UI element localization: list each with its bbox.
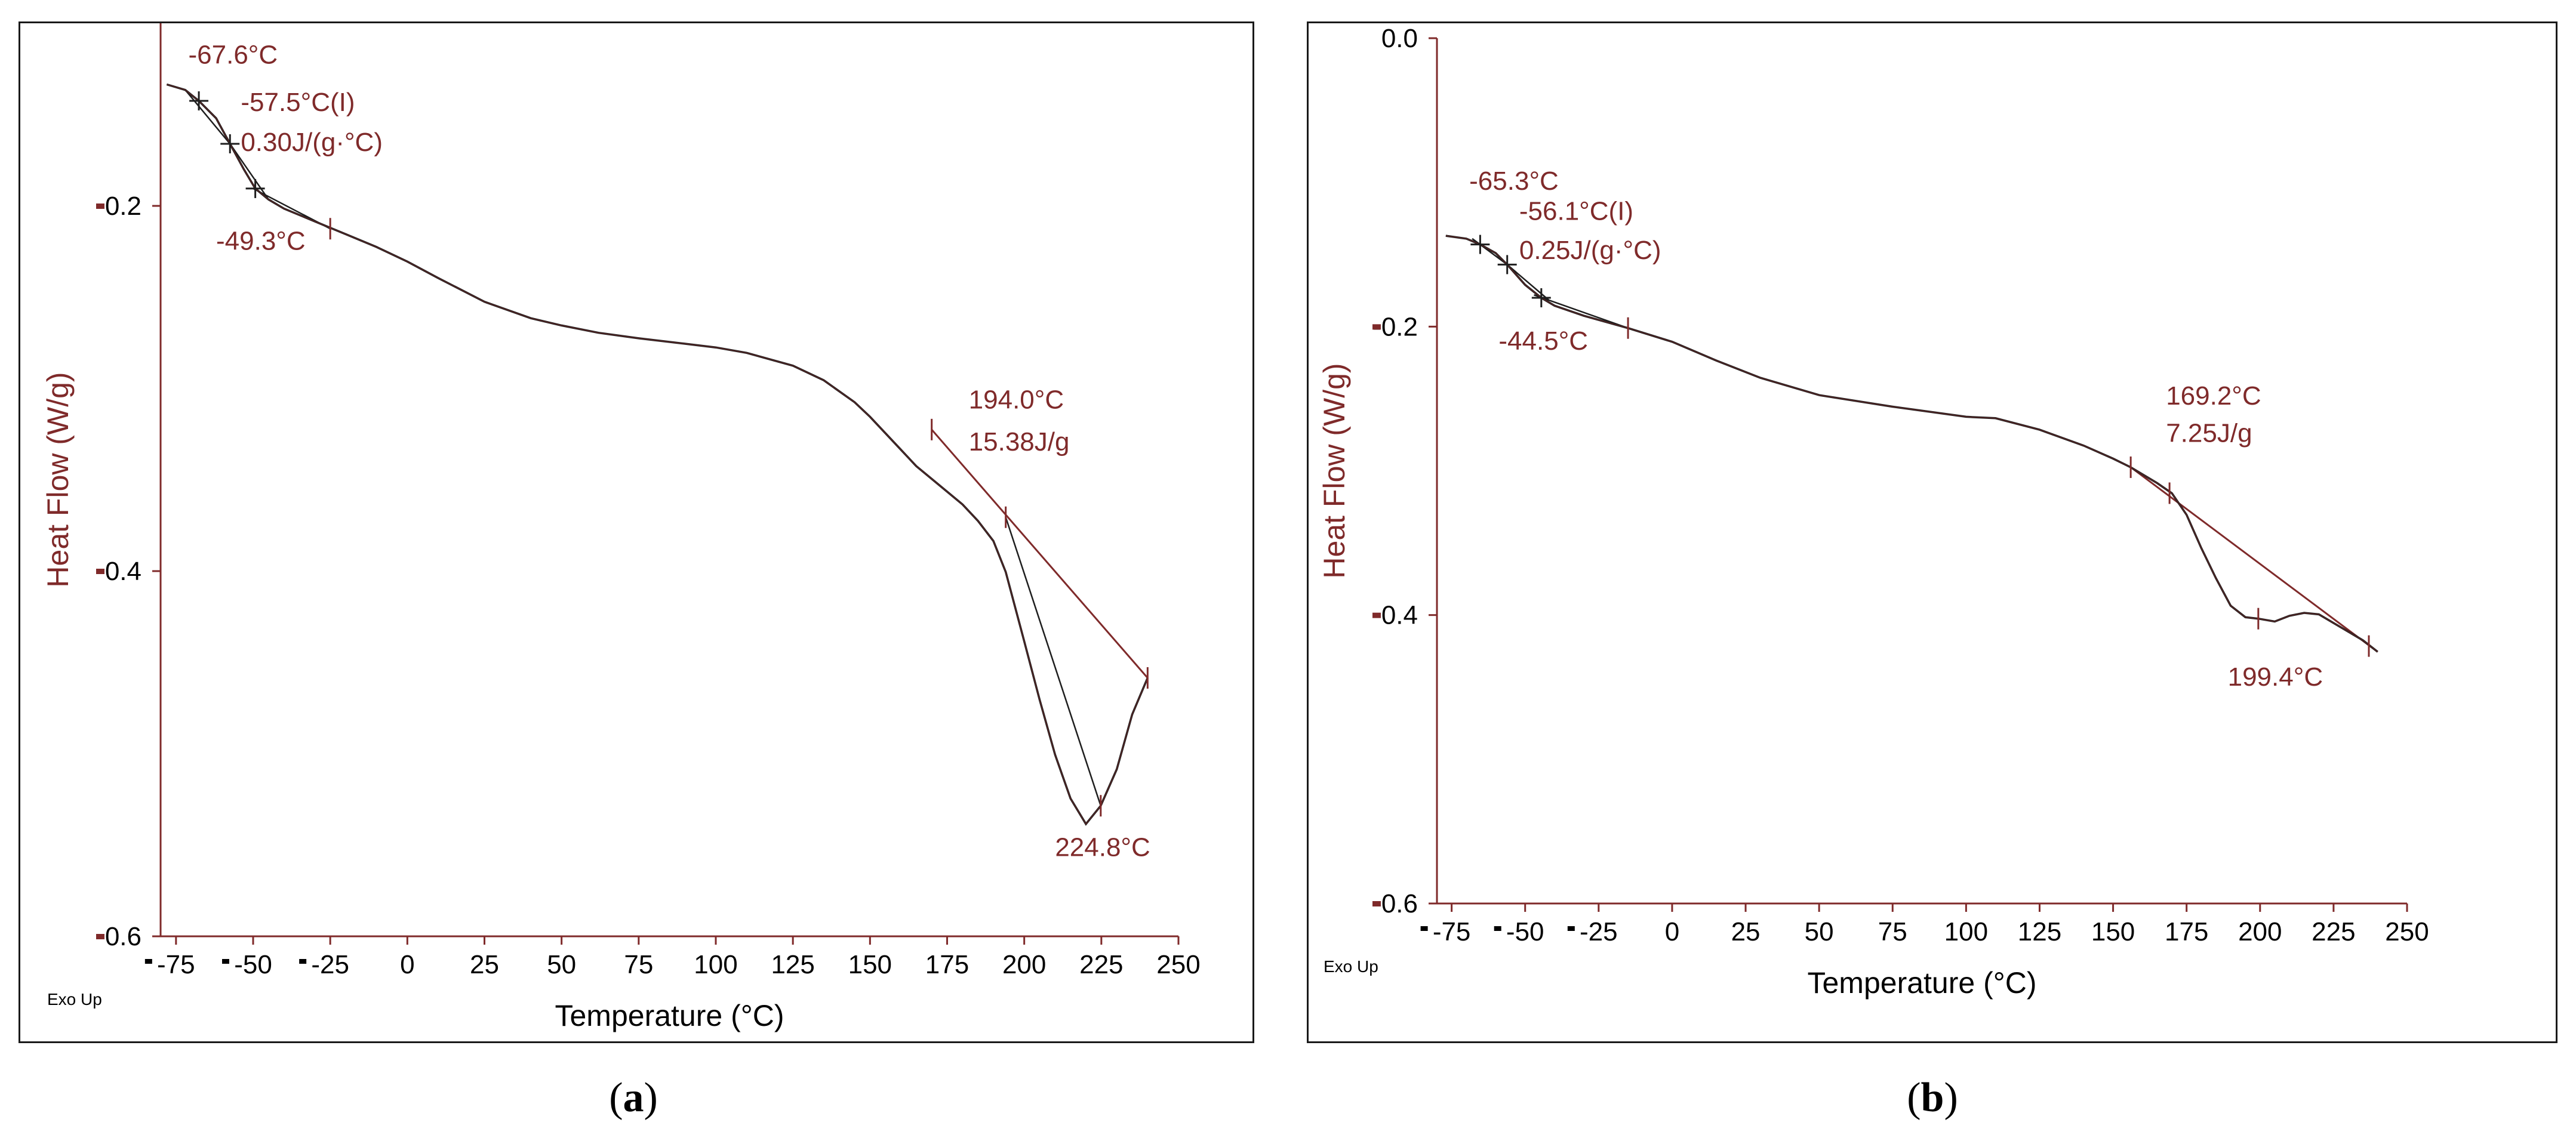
- annotation-label: -44.5°C: [1498, 326, 1588, 356]
- x-tick-label: 200: [1002, 950, 1046, 979]
- x-tick-label: 125: [771, 950, 814, 979]
- x-tick-dash-mark: [299, 959, 307, 964]
- x-tick-label: 200: [2238, 917, 2282, 946]
- annotation-label: -56.1°C(I): [1519, 197, 1633, 226]
- x-axis-title: Temperature (°C): [1808, 966, 2037, 1000]
- x-tick-dash-mark: [1420, 926, 1428, 931]
- x-tick-dash-mark: [222, 959, 229, 964]
- x-tick-label: 250: [1156, 950, 1200, 979]
- x-tick-label: -25: [311, 950, 349, 979]
- x-tick-label: 150: [2091, 917, 2135, 946]
- x-tick-label: -25: [1580, 917, 1618, 946]
- x-tick-dash-mark: [1494, 926, 1501, 931]
- tangent-line: [1005, 517, 1101, 806]
- annotation-label: 224.8°C: [1055, 832, 1150, 862]
- y-tick-dash-mark: [1372, 612, 1381, 618]
- x-tick-label: 75: [1878, 917, 1907, 946]
- y-tick-label: 0.0: [1381, 24, 1418, 53]
- x-tick-label: 125: [2018, 917, 2061, 946]
- annotation-label: 15.38J/g: [969, 427, 1070, 457]
- y-tick-dash-mark: [1372, 901, 1381, 906]
- y-tick-dash-mark: [1372, 324, 1381, 330]
- annotation-label: -57.5°C(I): [241, 88, 355, 117]
- x-tick-label: 75: [624, 950, 653, 979]
- x-tick-label: 25: [470, 950, 499, 979]
- panel-b-label: b: [1921, 1075, 1944, 1121]
- panel-b-frame: -75 -50 -25 0 25 50 75 100 125 150 175 200 225 250 0.0…: [1307, 21, 2557, 1043]
- x-tick-label: 0: [400, 950, 414, 979]
- annotation-label: 7.25J/g: [2166, 419, 2252, 448]
- x-tick-label: 50: [547, 950, 576, 979]
- x-tick-label: 225: [1079, 950, 1123, 979]
- x-tick-label: -50: [1506, 917, 1544, 946]
- x-tick-label: 25: [1731, 917, 1761, 946]
- x-tick-label: 225: [2312, 917, 2355, 946]
- x-tick-label: 100: [1944, 917, 1988, 946]
- tangent-line: [184, 89, 231, 144]
- x-tick-dash-mark: [1567, 926, 1575, 931]
- x-tick-label: 175: [2165, 917, 2208, 946]
- y-tick-dash-mark: [96, 203, 104, 209]
- y-axis-title: Heat Flow (W/g): [1318, 363, 1351, 578]
- annotation-label: 194.0°C: [969, 386, 1064, 415]
- x-tick-label: 150: [848, 950, 892, 979]
- x-tick-label: 50: [1805, 917, 1834, 946]
- panel-a-label: a: [623, 1075, 644, 1121]
- annotation-label: -67.6°C: [189, 40, 278, 69]
- exo-up-label: Exo Up: [1324, 957, 1378, 976]
- y-tick-dash-mark: [96, 934, 104, 939]
- tangent-line: [1506, 264, 1549, 301]
- x-tick-label: 250: [2385, 917, 2429, 946]
- panel-a-frame: -75 -50 -25 0 25 50 75 100 125 150 175 200 225 250 -0.…: [19, 21, 1254, 1043]
- y-axis-title: Heat Flow (W/g): [41, 372, 75, 587]
- integration-baseline: [931, 428, 1149, 679]
- tangent-line: [1534, 294, 1629, 329]
- heat-flow-curve-overlay: [167, 84, 1148, 825]
- x-tick-dash-mark: [144, 959, 152, 964]
- annotation-label: -49.3°C: [216, 226, 306, 255]
- x-tick-label: -75: [157, 950, 195, 979]
- panel-a-chart: -75 -50 -25 0 25 50 75 100 125 150 175 200 225 250-0.…: [41, 23, 1201, 1032]
- x-tick-label: 100: [694, 950, 737, 979]
- x-tick-label: -75: [1433, 917, 1471, 946]
- exo-up-label: Exo Up: [47, 990, 102, 1009]
- annotation-label: 199.4°C: [2228, 662, 2323, 692]
- panel-b-chart: -75 -50 -25 0 25 50 75 100 125 150 175 200 225 250 0.0…: [1318, 24, 2429, 1000]
- x-tick-label: 175: [925, 950, 969, 979]
- panel-b-caption: (b): [1907, 1075, 1958, 1121]
- annotation-label: -65.3°C: [1469, 166, 1559, 196]
- x-axis-title: Temperature (°C): [555, 999, 784, 1032]
- integration-baseline: [2130, 466, 2378, 653]
- y-tick-dash-mark: [96, 569, 104, 574]
- annotation-label: 169.2°C: [2166, 381, 2261, 411]
- tangent-line: [229, 143, 269, 201]
- panel-a-caption: (a): [609, 1075, 658, 1121]
- annotation-label: 0.30J/(g·°C): [241, 128, 383, 157]
- x-tick-label: -50: [234, 950, 272, 979]
- annotation-label: 0.25J/(g·°C): [1519, 236, 1661, 265]
- x-tick-label: 0: [1665, 917, 1679, 946]
